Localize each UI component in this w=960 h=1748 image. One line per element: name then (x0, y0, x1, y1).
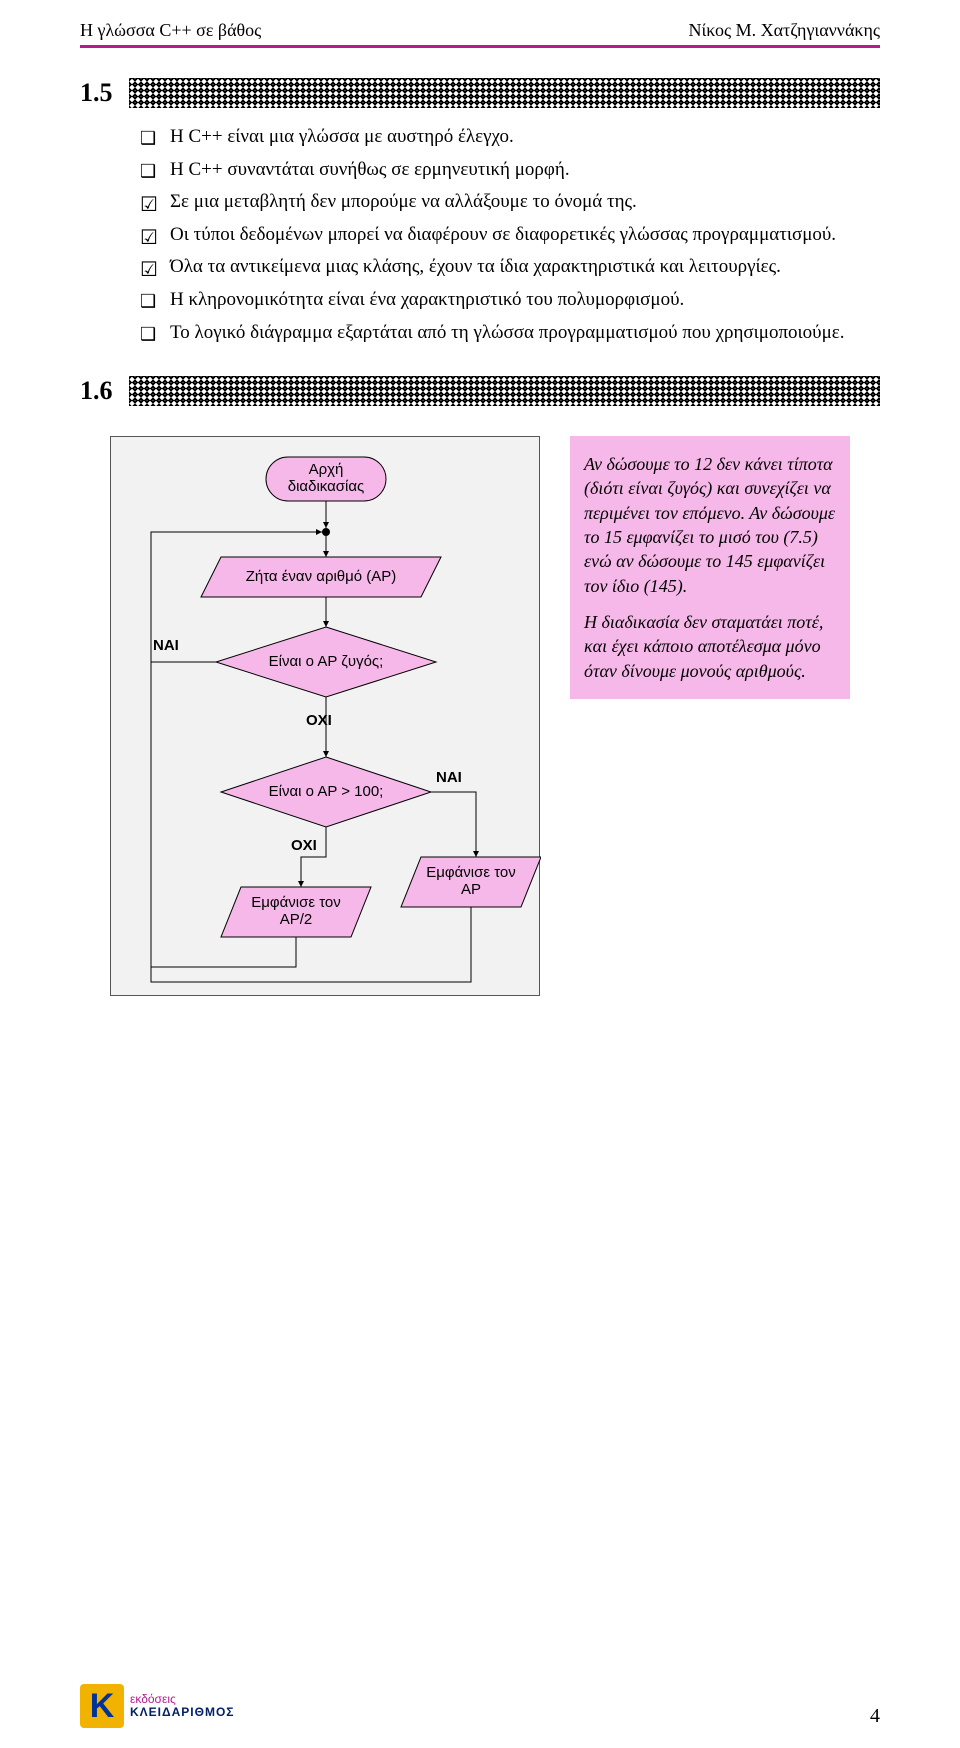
list-item: Το λογικό διάγραμμα εξαρτάται από τη γλώ… (140, 320, 880, 347)
bullet-list-1-5: Η C++ είναι μια γλώσσα με αυστηρό έλεγχο… (140, 124, 880, 346)
logo-text: εκδόσεις ΚΛΕΙΔΑΡΙΘΜΟΣ (130, 1693, 235, 1719)
checker-pattern (129, 376, 881, 406)
list-item: Όλα τα αντικείμενα μιας κλάσης, έχουν τα… (140, 254, 880, 281)
header-left: Η γλώσσα C++ σε βάθος (80, 20, 261, 41)
page-footer: K εκδόσεις ΚΛΕΙΔΑΡΙΘΜΟΣ 4 (80, 1684, 880, 1728)
page-header: Η γλώσσα C++ σε βάθος Νίκος Μ. Χατζηγιαν… (80, 20, 880, 48)
publisher-logo: K εκδόσεις ΚΛΕΙΔΑΡΙΘΜΟΣ (80, 1684, 235, 1728)
note-paragraph: Η διαδικασία δεν σταματάει ποτέ, και έχε… (584, 610, 836, 683)
flowchart: Αρχήδιαδικασίας Ζήτα έναν αριθμό (ΑΡ) Εί… (110, 436, 540, 996)
list-item: Η κληρονομικότητα είναι ένα χαρακτηριστι… (140, 287, 880, 314)
page-number: 4 (870, 1705, 880, 1728)
section-number: 1.5 (80, 78, 113, 108)
sidebar-note: Αν δώσουμε το 12 δεν κάνει τίποτα (διότι… (570, 436, 850, 699)
list-item: Σε μια μεταβλητή δεν μπορούμε να αλλάξου… (140, 189, 880, 216)
header-right: Νίκος Μ. Χατζηγιαννάκης (688, 20, 880, 41)
section-number: 1.6 (80, 376, 113, 406)
checker-pattern (129, 78, 881, 108)
list-item: Οι τύποι δεδομένων μπορεί να διαφέρουν σ… (140, 222, 880, 249)
list-item: Η C++ είναι μια γλώσσα με αυστηρό έλεγχο… (140, 124, 880, 151)
note-paragraph: Αν δώσουμε το 12 δεν κάνει τίποτα (διότι… (584, 452, 836, 598)
logo-k-icon: K (80, 1684, 124, 1728)
section-heading-1-5: 1.5 (80, 78, 880, 108)
list-item: Η C++ συναντάται συνήθως σε ερμηνευτική … (140, 157, 880, 184)
section-heading-1-6: 1.6 (80, 376, 880, 406)
